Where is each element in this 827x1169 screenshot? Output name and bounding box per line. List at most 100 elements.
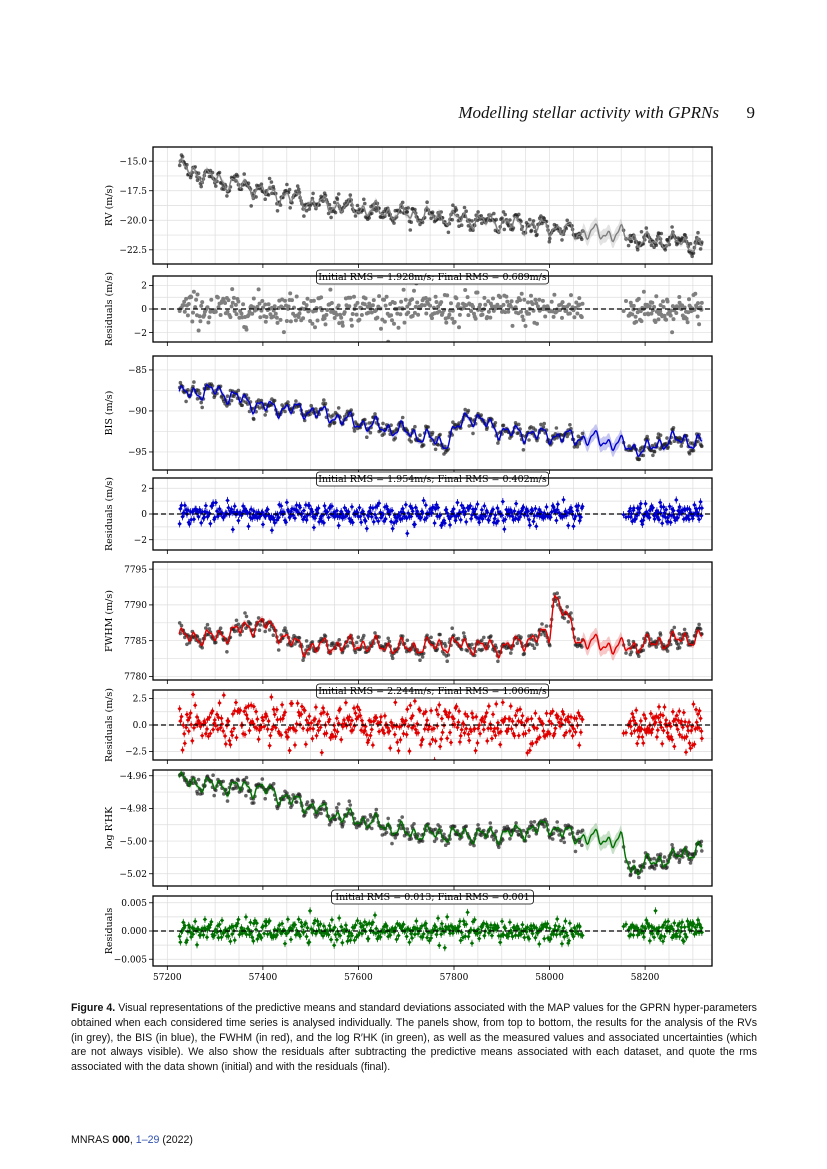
residual-point bbox=[202, 313, 207, 317]
residual-point bbox=[377, 294, 382, 299]
data-point bbox=[365, 818, 370, 822]
data-point bbox=[531, 219, 536, 223]
residual-point bbox=[643, 501, 648, 506]
residual-point bbox=[513, 516, 518, 521]
data-point bbox=[450, 217, 455, 222]
data-point bbox=[516, 431, 521, 435]
residual-point bbox=[475, 501, 480, 507]
residual-point bbox=[667, 512, 672, 518]
data-point bbox=[230, 778, 234, 783]
residual-point bbox=[186, 728, 191, 734]
data-point bbox=[654, 243, 659, 247]
residual-point bbox=[296, 510, 301, 515]
residual-point bbox=[439, 300, 444, 305]
figure-4: −15.0−17.5−20.0−22.5RV (m/s)Initial RMS … bbox=[104, 146, 713, 983]
residual-point bbox=[246, 313, 251, 318]
residual-point bbox=[246, 703, 251, 709]
data-point bbox=[333, 210, 338, 215]
residual-point bbox=[242, 508, 247, 514]
data-point bbox=[670, 225, 674, 229]
data-point bbox=[565, 605, 569, 609]
residual-point bbox=[229, 507, 234, 512]
data-point bbox=[494, 217, 499, 222]
data-point bbox=[276, 648, 281, 652]
data-point bbox=[687, 452, 692, 456]
residual-point bbox=[654, 294, 659, 299]
residual-point bbox=[422, 303, 427, 308]
residual-point bbox=[275, 717, 280, 722]
residual-point bbox=[199, 509, 205, 515]
residual-point bbox=[191, 725, 197, 731]
residual-point bbox=[577, 713, 582, 719]
residual-point bbox=[336, 523, 341, 528]
residual-point bbox=[401, 287, 406, 292]
residual-point bbox=[669, 308, 674, 313]
residual-point bbox=[318, 514, 324, 519]
residual-point bbox=[660, 713, 666, 718]
residual-point bbox=[555, 502, 561, 507]
data-point bbox=[480, 647, 485, 652]
residual-point bbox=[301, 316, 306, 321]
residual-point bbox=[185, 717, 191, 723]
residual-point bbox=[556, 720, 562, 725]
residual-point bbox=[455, 500, 460, 505]
residual-point bbox=[292, 742, 298, 748]
data-point bbox=[639, 230, 644, 234]
residual-point bbox=[384, 294, 389, 299]
residual-point bbox=[630, 711, 635, 716]
residual-point bbox=[346, 509, 351, 515]
residual-point bbox=[334, 508, 340, 513]
data-point bbox=[252, 801, 256, 805]
residual-point bbox=[183, 725, 189, 730]
residual-point bbox=[221, 692, 227, 698]
data-point bbox=[654, 645, 659, 649]
residual-point bbox=[677, 511, 682, 517]
chart-panel-1: −15.0 −17.5 −20.0 −22.5 RV (m/s) bbox=[104, 146, 713, 268]
data-point bbox=[347, 799, 352, 803]
residual-point bbox=[238, 510, 243, 515]
residual-point bbox=[535, 321, 539, 326]
residual-point bbox=[663, 507, 669, 512]
data-point bbox=[225, 799, 230, 803]
data-point bbox=[263, 629, 268, 634]
residual-point bbox=[248, 507, 254, 512]
data-point bbox=[443, 843, 448, 847]
residual-point bbox=[475, 740, 480, 746]
residual-point bbox=[247, 728, 252, 733]
residual-point bbox=[357, 707, 362, 713]
data-point bbox=[336, 192, 341, 196]
residual-point bbox=[662, 510, 667, 516]
data-point bbox=[466, 224, 471, 228]
residual-point bbox=[405, 707, 410, 712]
residual-point bbox=[491, 308, 496, 313]
residual-point bbox=[367, 718, 372, 723]
residual-point bbox=[399, 299, 404, 304]
data-point bbox=[457, 421, 461, 425]
residual-point bbox=[463, 509, 468, 514]
residual-point bbox=[650, 300, 655, 305]
data-point bbox=[527, 438, 531, 442]
data-point bbox=[352, 429, 357, 433]
residual-point bbox=[457, 312, 462, 317]
data-point bbox=[245, 402, 250, 406]
residual-point bbox=[296, 315, 301, 319]
residual-point bbox=[578, 730, 584, 735]
data-point bbox=[438, 432, 442, 437]
residual-point bbox=[466, 313, 471, 318]
residual-point bbox=[198, 319, 203, 324]
y-tick-label: 0 bbox=[141, 305, 147, 315]
residual-point bbox=[533, 297, 538, 302]
residual-point bbox=[489, 736, 495, 741]
residual-point bbox=[313, 512, 319, 518]
rms-annotation-box bbox=[315, 269, 549, 285]
residual-point bbox=[410, 314, 415, 318]
residual-point bbox=[621, 309, 626, 313]
data-point bbox=[576, 637, 581, 641]
residual-point bbox=[242, 709, 247, 714]
data-point bbox=[529, 228, 534, 233]
residual-point bbox=[182, 741, 188, 746]
residual-point bbox=[374, 715, 379, 720]
residual-point bbox=[501, 518, 506, 523]
data-point bbox=[259, 182, 264, 186]
residual-point bbox=[630, 312, 635, 317]
